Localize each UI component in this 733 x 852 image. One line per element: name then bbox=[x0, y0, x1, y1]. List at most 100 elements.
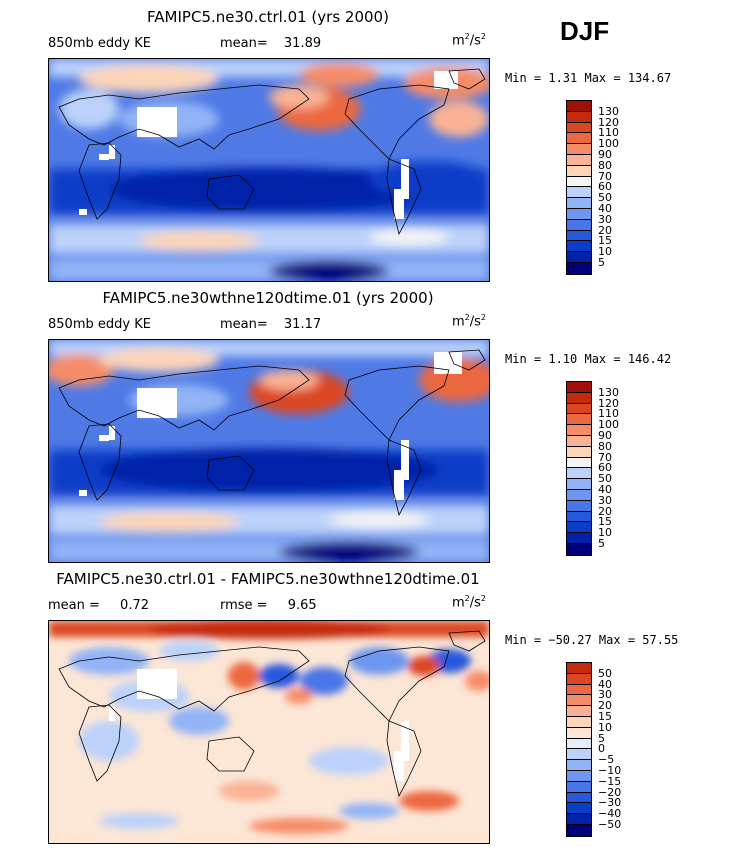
colorbar-segment bbox=[567, 262, 591, 274]
panel-2-mean: mean= 31.17 bbox=[220, 317, 321, 332]
colorbar-tick-label: 50 bbox=[598, 191, 612, 205]
panel-2-units: m2/s2 bbox=[452, 313, 487, 330]
colorbar-segment bbox=[567, 706, 591, 717]
colorbar-segment bbox=[567, 684, 591, 696]
colorbar-tick-label: 60 bbox=[598, 461, 612, 475]
colorbar-segment bbox=[567, 522, 591, 534]
colorbar-tick-label: 80 bbox=[598, 439, 612, 453]
colorbar-tick-label: 90 bbox=[598, 429, 612, 442]
colorbar-segment bbox=[567, 695, 591, 707]
panel-2-colorbar bbox=[566, 381, 592, 556]
panel-1-map bbox=[48, 58, 490, 282]
colorbar-segment bbox=[567, 749, 591, 761]
colorbar-tick-label: 40 bbox=[598, 483, 612, 496]
colorbar-segment bbox=[567, 230, 591, 242]
colorbar-segment bbox=[567, 770, 591, 782]
panel-2-mean-value: 31.17 bbox=[283, 317, 322, 332]
panel-1-title: FAMIPC5.ne30.ctrl.01 (yrs 2000) bbox=[147, 8, 389, 26]
colorbar-segment bbox=[567, 781, 591, 793]
colorbar-tick-label: 10 bbox=[598, 720, 612, 734]
colorbar-tick-label: 15 bbox=[598, 234, 612, 248]
colorbar-tick-label: 5 bbox=[598, 731, 605, 745]
colorbar-tick-label: 20 bbox=[598, 223, 612, 237]
colorbar-segment bbox=[567, 403, 591, 415]
panel-2-title: FAMIPC5.ne30wthne120dtime.01 (yrs 2000) bbox=[102, 289, 434, 307]
colorbar-segment bbox=[567, 824, 591, 836]
colorbar-segment bbox=[567, 208, 591, 220]
colorbar-tick-label: 5 bbox=[598, 256, 605, 269]
panel-3-units: m2/s2 bbox=[452, 594, 487, 611]
colorbar-tick-label: −30 bbox=[598, 796, 622, 810]
panel-1-field bbox=[49, 59, 489, 281]
colorbar-tick-label: −10 bbox=[598, 764, 622, 777]
colorbar-tick-label: 5 bbox=[598, 537, 605, 550]
panel-1-mean-label: mean= bbox=[220, 36, 268, 51]
colorbar-tick-label: 10 bbox=[598, 245, 612, 259]
colorbar-segment bbox=[567, 500, 591, 512]
colorbar-segment bbox=[567, 144, 591, 155]
colorbar-tick-label: 10 bbox=[598, 526, 612, 540]
colorbar-segment bbox=[567, 673, 591, 685]
colorbar-segment bbox=[567, 543, 591, 555]
colorbar-segment bbox=[567, 241, 591, 253]
colorbar-tick-label: 110 bbox=[598, 407, 619, 421]
colorbar-segment bbox=[567, 252, 591, 263]
colorbar-tick-label: 0 bbox=[598, 742, 605, 756]
panel-1-colorbar bbox=[566, 100, 592, 275]
colorbar-segment bbox=[567, 716, 591, 728]
colorbar-segment bbox=[567, 187, 591, 199]
panel-1-mean: mean= 31.89 bbox=[220, 36, 321, 51]
colorbar-tick-label: 50 bbox=[598, 666, 612, 680]
colorbar-segment bbox=[567, 727, 591, 739]
panel-2-minmax: Min = 1.10 Max = 146.42 bbox=[505, 352, 672, 366]
colorbar-segment bbox=[567, 133, 591, 145]
colorbar-tick-label: 60 bbox=[598, 180, 612, 194]
colorbar-tick-label: −50 bbox=[598, 818, 622, 831]
colorbar-segment bbox=[567, 468, 591, 480]
colorbar-segment bbox=[567, 176, 591, 188]
colorbar-tick-label: −15 bbox=[598, 774, 622, 788]
colorbar-tick-label: −40 bbox=[598, 807, 622, 821]
colorbar-segment bbox=[567, 663, 591, 674]
colorbar-tick-label: 20 bbox=[598, 504, 612, 518]
colorbar-segment bbox=[567, 792, 591, 804]
colorbar-segment bbox=[567, 533, 591, 544]
panel-3-colorbar bbox=[566, 662, 592, 837]
colorbar-tick-label: 30 bbox=[598, 212, 612, 226]
panel-1-variable-label: 850mb eddy KE bbox=[48, 36, 151, 51]
colorbar-segment bbox=[567, 803, 591, 815]
colorbar-segment bbox=[567, 198, 591, 209]
colorbar-segment bbox=[567, 479, 591, 490]
panel-3-minmax: Min = −50.27 Max = 57.55 bbox=[505, 633, 679, 647]
colorbar-segment bbox=[567, 425, 591, 436]
panel-3-mean: mean = 0.72 bbox=[48, 598, 149, 613]
colorbar-tick-label: 100 bbox=[598, 137, 619, 151]
panel-3-rmse-label: rmse = bbox=[220, 598, 268, 613]
colorbar-segment bbox=[567, 122, 591, 134]
panel-3-rmse: rmse = 9.65 bbox=[220, 598, 317, 613]
panel-3-field bbox=[49, 621, 489, 843]
panel-3-rmse-value: 9.65 bbox=[287, 598, 317, 613]
season-label: DJF bbox=[560, 16, 610, 46]
panel-2-mean-label: mean= bbox=[220, 317, 268, 332]
colorbar-segment bbox=[567, 111, 591, 123]
panel-1-units: m2/s2 bbox=[452, 32, 487, 49]
panel-2-variable-label: 850mb eddy KE bbox=[48, 317, 151, 332]
panel-3-mean-label: mean = bbox=[48, 598, 100, 613]
colorbar-segment bbox=[567, 446, 591, 458]
colorbar-tick-label: −20 bbox=[598, 785, 622, 799]
colorbar-segment bbox=[567, 219, 591, 231]
colorbar-segment bbox=[567, 414, 591, 426]
colorbar-segment bbox=[567, 392, 591, 404]
colorbar-segment bbox=[567, 435, 591, 447]
colorbar-tick-label: 50 bbox=[598, 472, 612, 486]
panel-3-title: FAMIPC5.ne30.ctrl.01 - FAMIPC5.ne30wthne… bbox=[56, 570, 480, 588]
colorbar-tick-label: 120 bbox=[598, 396, 619, 410]
colorbar-tick-label: 30 bbox=[598, 688, 612, 702]
colorbar-segment bbox=[567, 154, 591, 166]
colorbar-tick-label: 15 bbox=[598, 515, 612, 529]
colorbar-tick-label: 130 bbox=[598, 104, 619, 118]
colorbar-tick-label: 40 bbox=[598, 677, 612, 691]
panel-1-mean-value: 31.89 bbox=[283, 36, 322, 51]
colorbar-tick-label: 80 bbox=[598, 158, 612, 172]
